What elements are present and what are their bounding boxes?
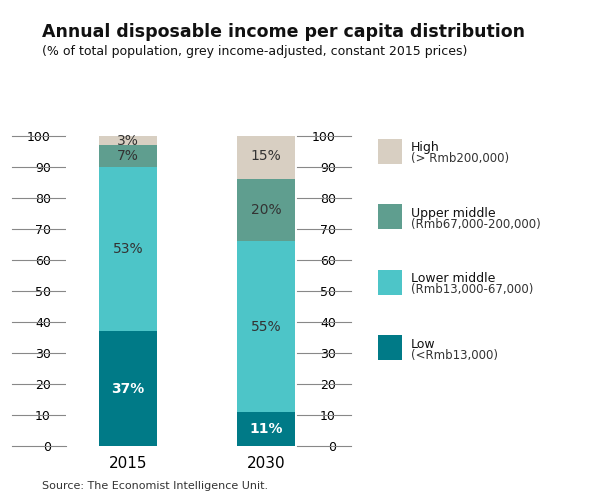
- Text: 11%: 11%: [250, 422, 283, 436]
- Text: 53%: 53%: [113, 242, 143, 256]
- Bar: [99, 167, 157, 331]
- Bar: [99, 145, 157, 167]
- Text: 7%: 7%: [117, 149, 139, 163]
- Text: (% of total population, grey income-adjusted, constant 2015 prices): (% of total population, grey income-adju…: [42, 45, 467, 58]
- Bar: [99, 136, 157, 145]
- Text: High: High: [411, 141, 440, 154]
- Text: 20%: 20%: [251, 204, 281, 217]
- Text: (> Rmb200,000): (> Rmb200,000): [411, 152, 509, 165]
- Text: 3%: 3%: [117, 134, 139, 148]
- Text: 37%: 37%: [112, 382, 145, 396]
- Text: Source: The Economist Intelligence Unit.: Source: The Economist Intelligence Unit.: [42, 481, 268, 491]
- Bar: [99, 331, 157, 446]
- Text: (Rmb13,000-67,000): (Rmb13,000-67,000): [411, 283, 533, 296]
- Text: Low: Low: [411, 338, 436, 351]
- Bar: [237, 133, 295, 179]
- Text: 15%: 15%: [251, 149, 281, 163]
- Text: Upper middle: Upper middle: [411, 207, 496, 220]
- Text: Lower middle: Lower middle: [411, 272, 496, 285]
- Bar: [237, 179, 295, 241]
- Bar: [237, 241, 295, 412]
- Text: (Rmb67,000-200,000): (Rmb67,000-200,000): [411, 218, 541, 231]
- Bar: [237, 412, 295, 446]
- Text: (<Rmb13,000): (<Rmb13,000): [411, 349, 498, 362]
- Text: 55%: 55%: [251, 320, 281, 334]
- Text: Annual disposable income per capita distribution: Annual disposable income per capita dist…: [42, 23, 525, 41]
